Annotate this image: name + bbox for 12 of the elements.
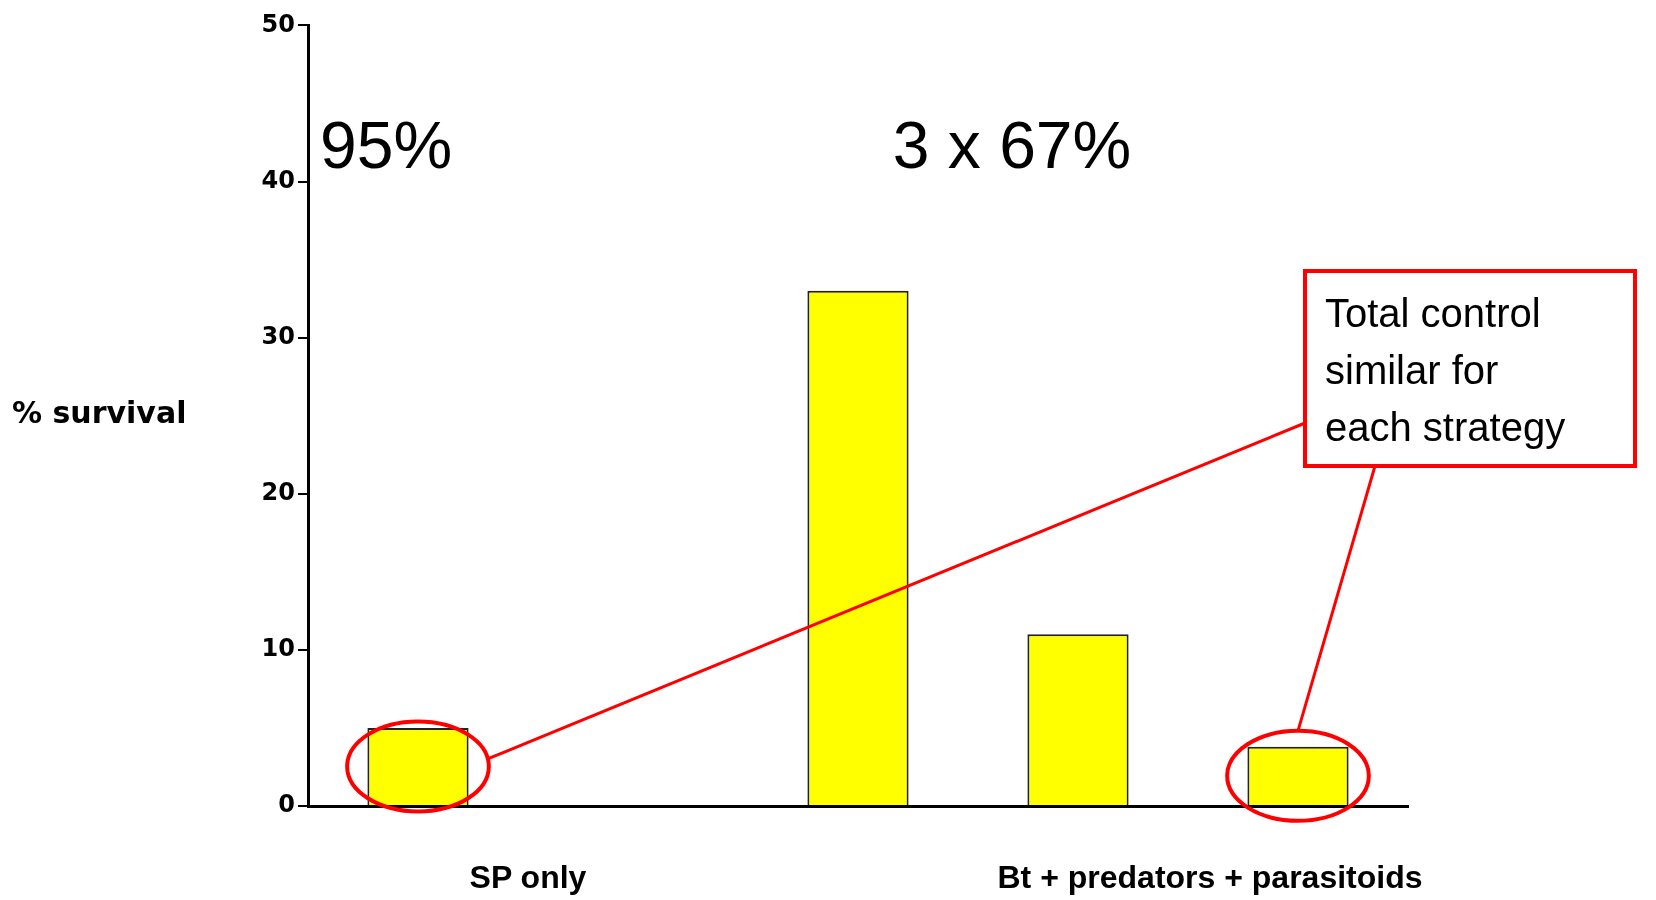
y-tick-label: 10 bbox=[261, 634, 295, 663]
y-tick-label: 30 bbox=[261, 321, 295, 350]
text: Bt + predators + parasitoids bbox=[997, 858, 1423, 895]
y-tick-label: 50 bbox=[261, 9, 295, 38]
annotation: 95% bbox=[320, 108, 453, 183]
annotation: 3 x 67% bbox=[892, 108, 1132, 183]
y-tick-label: 20 bbox=[261, 477, 295, 506]
y-axis-title: % survival bbox=[12, 395, 187, 431]
y-tick-label: 40 bbox=[261, 165, 295, 194]
y-tick-label: 0 bbox=[278, 790, 295, 819]
text: SP only bbox=[469, 858, 587, 895]
annotation: Total control similar for each strategy bbox=[1325, 290, 1567, 451]
